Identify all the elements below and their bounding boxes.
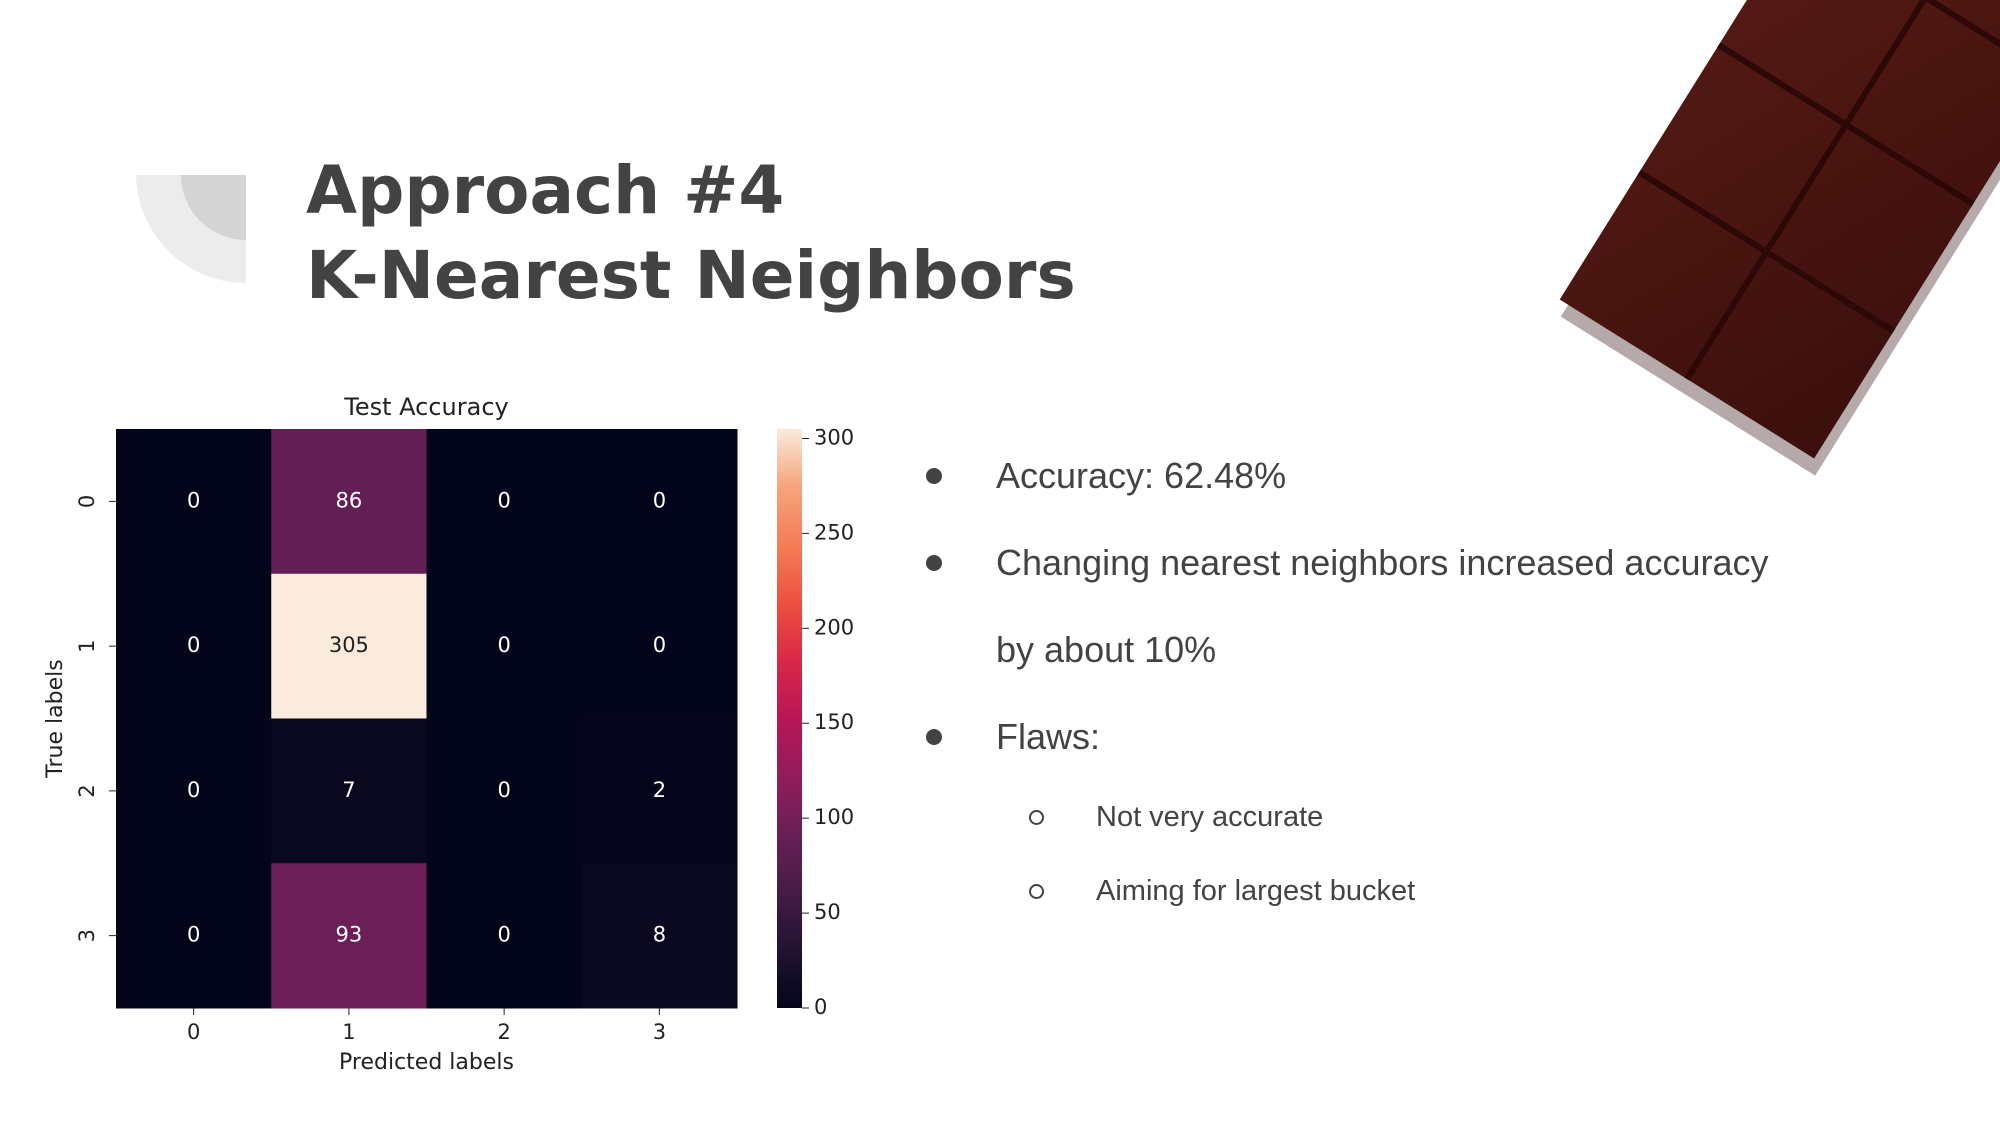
cell-label: 86 — [336, 488, 363, 512]
cell-label: 0 — [653, 633, 666, 657]
sub-bullet: Aiming for largest bucket — [920, 854, 1800, 928]
cell-label: 305 — [329, 633, 369, 657]
cell-label: 0 — [497, 923, 510, 947]
heatmap-cell — [271, 429, 427, 575]
chocolate-bar — [1559, 0, 2000, 476]
cell-label: 0 — [187, 488, 200, 512]
heatmap-cell — [271, 573, 427, 719]
y-tick-label: 0 — [75, 495, 99, 508]
y-tick-label: 1 — [75, 639, 99, 652]
cell-label: 2 — [653, 778, 666, 802]
heatmap-cell — [116, 718, 272, 864]
bullet: Changing nearest neighbors increased acc… — [920, 519, 1800, 693]
heatmap-cell — [581, 429, 738, 575]
heatmap-cell — [271, 863, 427, 1009]
colorbar — [777, 429, 802, 1008]
heatmap-cell — [116, 863, 272, 1009]
cell-label: 0 — [187, 923, 200, 947]
colorbar-tick-label: 200 — [814, 615, 854, 639]
sub-bullet: Not very accurate — [920, 780, 1800, 854]
cell-label: 93 — [336, 923, 363, 947]
cell-label: 0 — [653, 488, 666, 512]
colorbar-tick-label: 100 — [814, 805, 854, 829]
bullet-list: Accuracy: 62.48% Changing nearest neighbo… — [920, 432, 1800, 928]
heatmap-cell — [426, 863, 583, 1009]
heatmap-cell — [271, 718, 427, 864]
heatmap-cell — [116, 573, 272, 719]
colorbar-tick-label: 300 — [814, 425, 854, 449]
x-axis-label: Predicted labels — [339, 1050, 514, 1075]
slide-title: Approach #4 — [306, 152, 784, 229]
cell-label: 8 — [653, 923, 666, 947]
cell-label: 7 — [342, 778, 355, 802]
colorbar-tick-label: 50 — [814, 900, 841, 924]
heatmap-cell — [581, 863, 738, 1009]
heatmap-cell — [581, 718, 738, 864]
colorbar-tick-label: 150 — [814, 710, 854, 734]
heatmap-cell — [116, 429, 272, 575]
heatmap-cell — [426, 429, 583, 575]
cell-label: 0 — [497, 633, 510, 657]
colorbar-tick-label: 0 — [814, 995, 827, 1019]
cell-label: 0 — [187, 633, 200, 657]
y-tick-label: 3 — [75, 929, 99, 942]
x-tick-label: 0 — [187, 1020, 200, 1044]
heatmap-cell — [426, 573, 583, 719]
x-tick-label: 1 — [342, 1020, 355, 1044]
cell-label: 0 — [187, 778, 200, 802]
cell-label: 0 — [497, 778, 510, 802]
y-axis-label: True labels — [43, 659, 68, 778]
deco-arc — [181, 175, 246, 240]
bullet: Accuracy: 62.48% — [920, 432, 1800, 519]
chart-title: Test Accuracy — [343, 393, 508, 421]
heatmap-cell — [581, 573, 738, 719]
slide-title: K-Nearest Neighbors — [306, 237, 1076, 314]
heatmap-cell — [426, 718, 583, 864]
y-tick-label: 2 — [75, 784, 99, 797]
x-tick-label: 2 — [497, 1020, 510, 1044]
colorbar-tick-label: 250 — [814, 520, 854, 544]
cell-label: 0 — [497, 488, 510, 512]
bullet: Flaws: — [920, 693, 1800, 780]
x-tick-label: 3 — [653, 1020, 666, 1044]
